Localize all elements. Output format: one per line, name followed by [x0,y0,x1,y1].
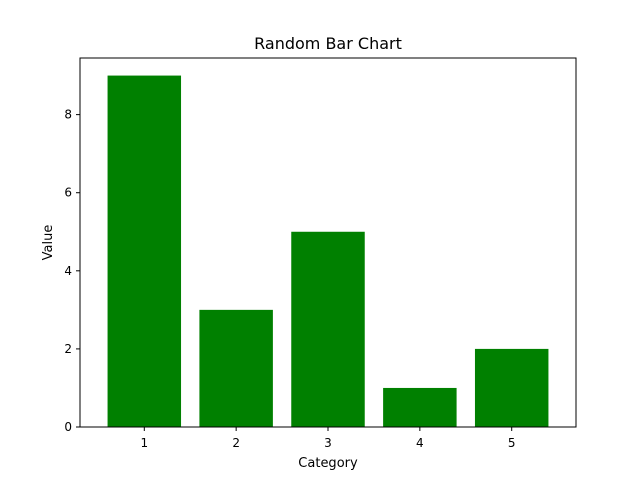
y-tick-label-6: 6 [64,186,72,200]
x-tick-label-5: 5 [508,436,516,450]
plot-frame [79,57,577,428]
bar-2 [199,309,273,427]
chart-title: Random Bar Chart [254,34,402,53]
bar-4 [383,387,457,427]
x-tick-label-1: 1 [140,436,148,450]
x-tick-label-2: 2 [232,436,240,450]
x-axis-label: Category [298,456,358,471]
y-axis-label: Value [41,225,56,261]
bar-3 [291,231,365,427]
x-tick-label-3: 3 [324,436,332,450]
x-axis-ticks: 1 2 3 4 5 [140,427,516,450]
bar-1 [107,75,182,427]
x-tick-label-4: 4 [416,436,424,450]
y-tick-label-4: 4 [64,264,72,278]
bars-group [107,75,549,427]
y-tick-label-8: 8 [64,108,72,122]
y-tick-label-2: 2 [64,342,72,356]
bar-5 [474,348,549,427]
y-axis-ticks: 0 2 4 6 8 [64,108,80,434]
y-tick-label-0: 0 [64,420,72,434]
